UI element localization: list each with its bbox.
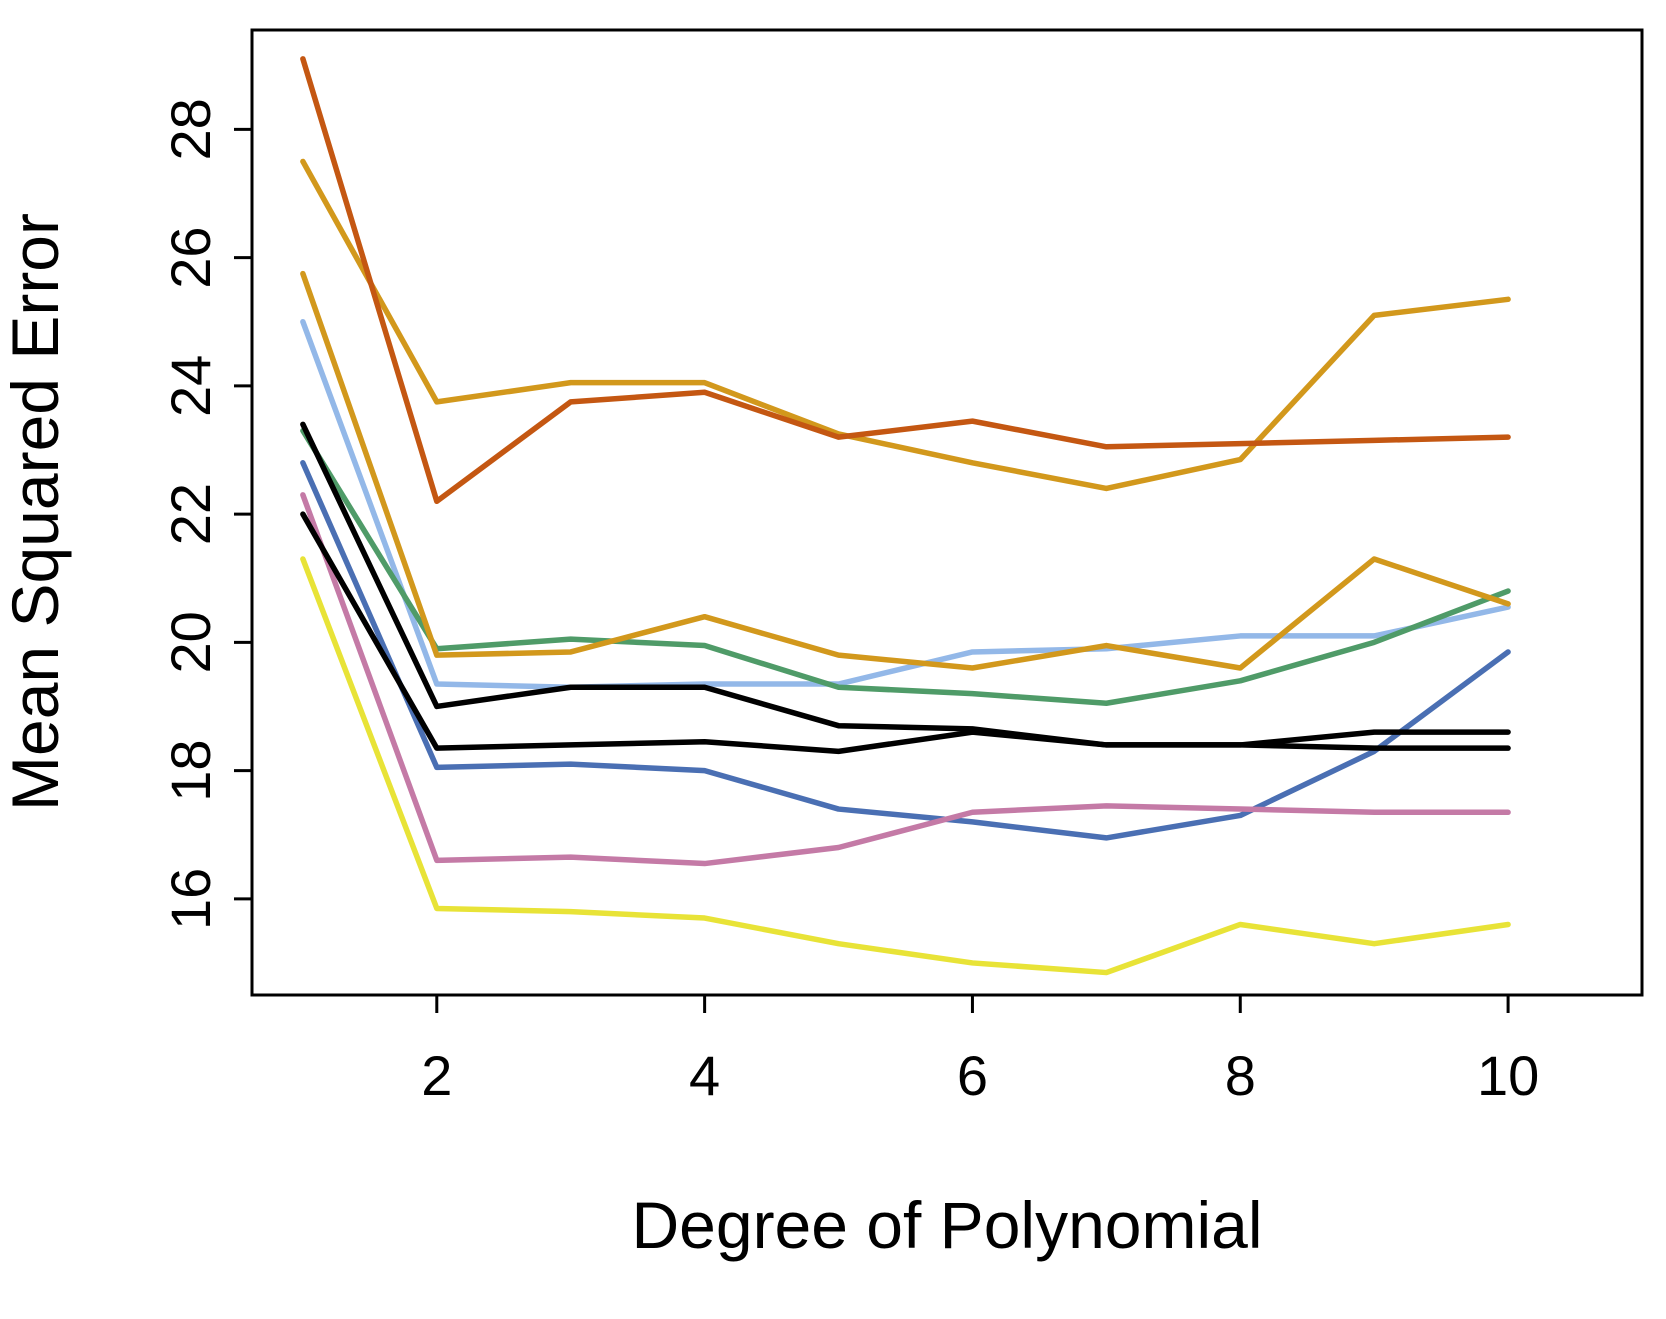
x-tick-label: 4	[689, 1044, 720, 1107]
series-cv-run-pink	[300, 492, 1511, 867]
series-cv-run-gold-high	[300, 158, 1511, 492]
series-cv-run-yellow	[300, 556, 1511, 976]
x-tick-label: 10	[1477, 1044, 1539, 1107]
x-tick-label: 2	[421, 1044, 452, 1107]
y-tick-label: 22	[159, 483, 222, 545]
y-tick-label: 28	[159, 98, 222, 160]
y-tick-label: 18	[159, 739, 222, 801]
y-axis-title: Mean Squared Error	[0, 213, 72, 811]
y-tick-label: 16	[159, 868, 222, 930]
y-tick-label: 20	[159, 611, 222, 673]
series-cv-run-lightblue	[300, 318, 1511, 690]
series-cv-run-black-2	[300, 511, 1511, 755]
series-cv-run-orange	[300, 56, 1511, 505]
x-axis-title: Degree of Polynomial	[632, 1188, 1263, 1262]
y-tick-label: 26	[159, 226, 222, 288]
series-cv-run-gold-low	[300, 270, 1511, 671]
plot-border	[250, 28, 1644, 997]
x-tick-label: 6	[957, 1044, 988, 1107]
series-cv-run-black-1	[300, 421, 1511, 748]
series-cv-run-green	[300, 427, 1511, 707]
series-cv-run-blue	[300, 460, 1511, 841]
x-tick-label: 8	[1225, 1044, 1256, 1107]
y-tick-label: 24	[159, 355, 222, 417]
